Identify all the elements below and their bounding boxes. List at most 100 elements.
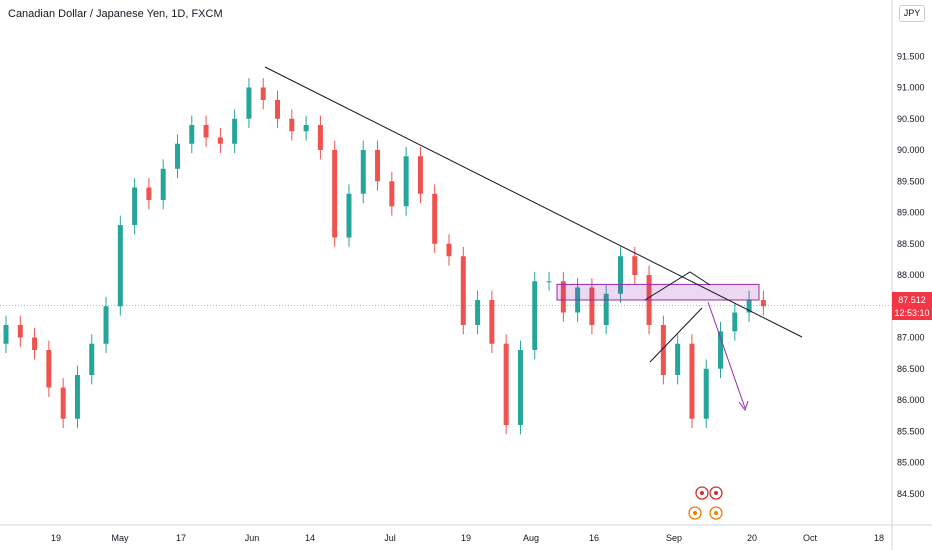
time-tick-label: 14 [305,533,315,543]
event-marker-dot [714,491,718,495]
time-tick-label: 20 [747,533,757,543]
candle-body [332,150,338,238]
price-tick-label: 91.000 [897,83,925,93]
candle-body [375,150,381,182]
candle-body [46,350,52,388]
price-tick-label: 86.500 [897,364,925,374]
price-tick-label: 87.000 [897,333,925,343]
candle-body [189,125,195,144]
candle-body [732,312,738,332]
price-tick-label: 84.500 [897,489,925,499]
candle-body [117,225,123,307]
price-tick-label: 89.000 [897,208,925,218]
descending-trendline [264,66,803,338]
candle-body [232,118,238,144]
price-tick-label: 89.500 [897,176,925,186]
candle-body [746,300,752,313]
price-tick-label: 90.000 [897,145,925,155]
candle-body [403,156,409,207]
candle-body [303,125,309,132]
candle-body [174,143,180,169]
last-price-value: 87.512 [898,295,926,305]
currency-button[interactable]: JPY [899,5,925,22]
candle-body [617,256,623,294]
price-tick-label: 86.000 [897,395,925,405]
time-tick-label: Aug [523,533,539,543]
time-tick-label: May [111,533,129,543]
time-tick-label: 17 [176,533,186,543]
price-tick-label: 88.500 [897,239,925,249]
time-tick-label: Sep [666,533,682,543]
candle-body [103,306,109,344]
candle-body [74,375,80,419]
candle-body [517,350,523,425]
candle-body [632,256,638,275]
time-tick-label: 19 [461,533,471,543]
candle-body [432,193,438,244]
event-marker-dot [714,511,718,515]
bar-countdown: 12:53:10 [894,308,930,318]
candle-body [689,343,695,419]
candle-body [417,156,423,194]
candle-body [3,325,9,344]
time-tick-label: 16 [589,533,599,543]
price-axis[interactable]: 91.500 91.000 90.500 90.000 89.500 89.000 88.5… [897,51,925,499]
candle-body [246,87,252,119]
candle-body [546,281,552,283]
candle-body [275,100,281,119]
projection-arrow-shaft [707,301,746,409]
candle-body [489,300,495,344]
chart-title: Canadian Dollar / Japanese Yen, 1D, FXCM [8,8,223,20]
price-tick-label: 90.500 [897,114,925,124]
candle-body [460,256,466,325]
time-tick-label: Oct [803,533,818,543]
time-tick-label: 18 [874,533,884,543]
candle-body [346,193,352,238]
event-marker-dot [693,511,697,515]
time-tick-label: Jul [384,533,396,543]
candle-body [260,87,266,100]
price-tick-label: 85.000 [897,458,925,468]
candle-body [203,125,209,138]
candle-body [589,287,595,325]
price-tick-label: 88.000 [897,270,925,280]
price-tick-label: 91.500 [897,51,925,61]
candle-body [146,187,152,200]
candle-body [217,137,223,144]
candle-body [660,325,666,375]
candle-body [446,243,452,257]
candles-layer [3,78,766,435]
candle-body [17,325,23,338]
candle-body [675,343,681,375]
last-price-tag: 87.512 12:53:10 [892,292,932,320]
drawings-layer [0,66,892,412]
candle-body [317,125,323,150]
time-tick-label: Jun [245,533,260,543]
candle-body [289,118,295,132]
candle-body [560,281,566,313]
wedge-upper-line [644,271,711,301]
candle-body [503,343,509,425]
economic-events[interactable] [688,486,723,520]
price-tick-label: 85.500 [897,426,925,436]
wedge-lower-line [649,307,703,363]
candle-body [360,150,366,194]
projection-arrow-head [738,400,749,412]
candle-body [603,293,609,325]
candle-body [389,181,395,207]
candle-body [89,343,95,375]
candle-body [532,281,538,350]
candle-body [760,300,766,307]
candle-body [718,331,724,369]
time-tick-label: 19 [51,533,61,543]
candle-body [132,187,138,225]
candle-body [160,168,166,200]
event-marker-dot [700,491,704,495]
candle-body [475,300,481,325]
candle-body [703,368,709,419]
candle-body [60,387,66,419]
candle-body [32,337,38,350]
time-axis[interactable]: 19 May 17 Jun 14 Jul 19 Aug 16 Sep 20 Oct 18 [51,533,884,543]
